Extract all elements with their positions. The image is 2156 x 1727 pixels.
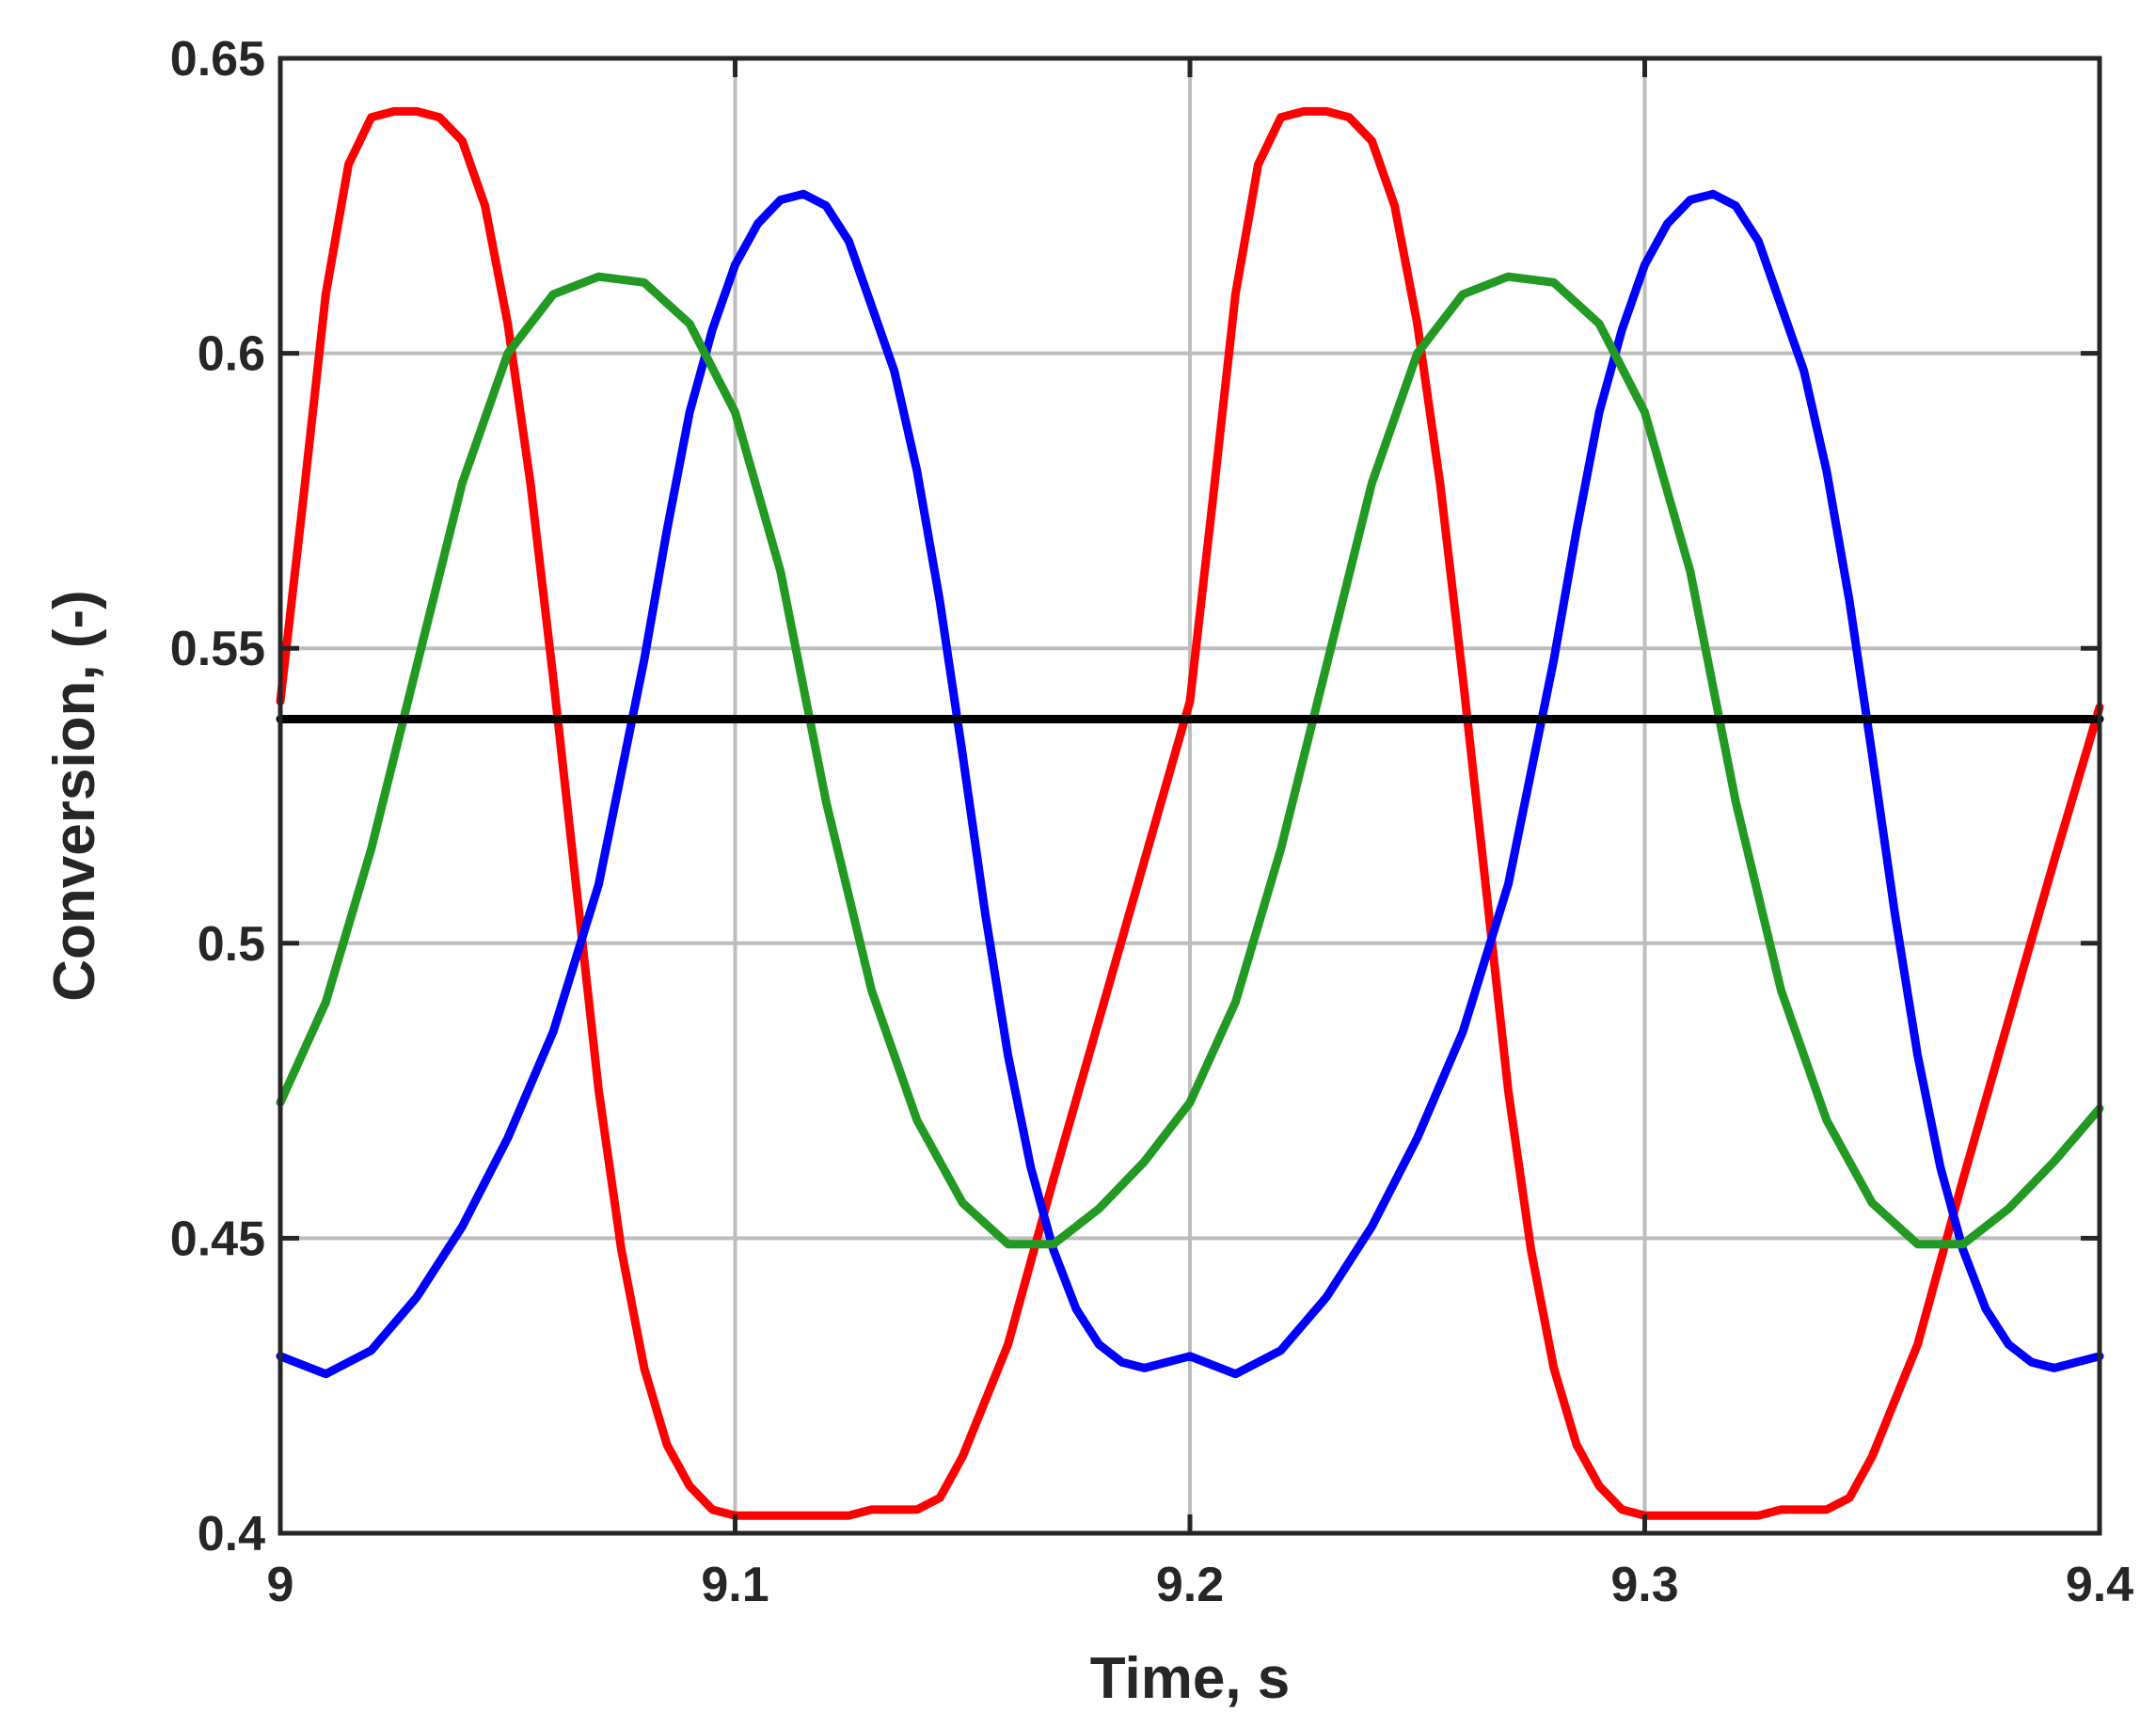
y-tick-label: 0.5 [198, 917, 265, 972]
y-tick-label: 0.65 [170, 32, 265, 87]
y-tick-label: 0.6 [198, 327, 265, 382]
series-line-1 [276, 106, 2104, 1520]
x-tick-label: 9.4 [2066, 1558, 2133, 1612]
x-axis-title: Time, s [1090, 1646, 1291, 1711]
y-tick-label: 0.4 [198, 1507, 265, 1561]
series-line-3 [276, 272, 2104, 1249]
y-tick-label: 0.55 [170, 622, 265, 676]
y-axis-title: Conversion, (-) [42, 590, 107, 1001]
series-line-2 [276, 189, 2104, 1379]
x-tick-label: 9.1 [701, 1558, 769, 1612]
x-tick-labels: 9 9.1 9.2 9.3 9.4 [267, 1558, 2134, 1612]
y-tick-label: 0.45 [170, 1212, 265, 1266]
x-tick-label: 9 [267, 1558, 294, 1612]
y-tick-labels: 0.4 0.45 0.5 0.55 0.6 0.65 [170, 32, 265, 1561]
x-tick-label: 9.2 [1156, 1558, 1224, 1612]
tick-marks [277, 55, 2102, 1536]
x-tick-label: 9.3 [1610, 1558, 1678, 1612]
series-group [276, 106, 2104, 1520]
